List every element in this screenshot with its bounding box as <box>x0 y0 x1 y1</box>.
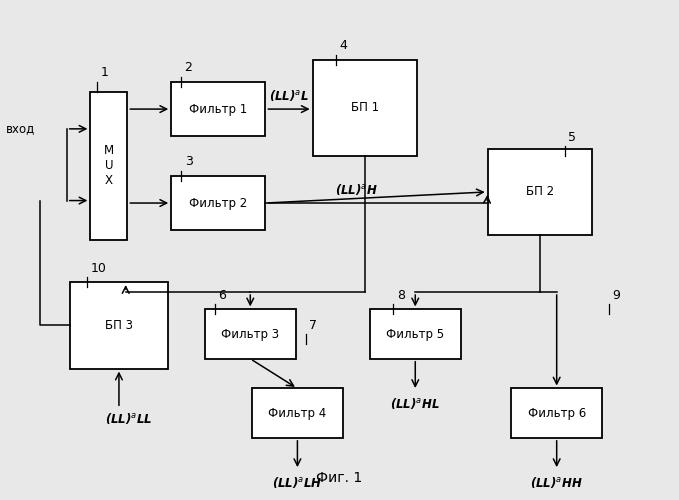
Text: M
U
X: M U X <box>104 144 114 188</box>
Text: 2: 2 <box>185 62 192 74</box>
Text: БП 2: БП 2 <box>526 186 554 198</box>
Text: Фильтр 3: Фильтр 3 <box>221 328 279 340</box>
FancyBboxPatch shape <box>370 310 461 359</box>
Text: (LL)$^a$L: (LL)$^a$L <box>269 88 309 102</box>
FancyBboxPatch shape <box>171 176 265 230</box>
Text: 1: 1 <box>100 66 109 80</box>
Text: вход: вход <box>6 122 35 136</box>
Text: Фиг. 1: Фиг. 1 <box>316 471 363 485</box>
Text: 3: 3 <box>185 156 192 168</box>
Text: 6: 6 <box>218 289 226 302</box>
Text: Фильтр 6: Фильтр 6 <box>528 406 586 420</box>
FancyBboxPatch shape <box>488 148 592 235</box>
FancyBboxPatch shape <box>511 388 602 438</box>
Text: БП 3: БП 3 <box>105 319 133 332</box>
Text: (LL)$^a$LL: (LL)$^a$LL <box>105 410 153 426</box>
Text: (LL)$^a$HL: (LL)$^a$HL <box>390 396 440 411</box>
Text: Фильтр 5: Фильтр 5 <box>386 328 444 340</box>
Text: Фильтр 2: Фильтр 2 <box>189 196 247 209</box>
Text: Фильтр 1: Фильтр 1 <box>189 102 247 116</box>
FancyBboxPatch shape <box>312 60 417 156</box>
Text: 7: 7 <box>309 318 317 332</box>
Text: (LL)$^a$HH: (LL)$^a$HH <box>530 475 583 490</box>
FancyBboxPatch shape <box>90 92 128 240</box>
Text: 8: 8 <box>397 289 405 302</box>
Text: (LL)$^a$LH: (LL)$^a$LH <box>272 475 323 490</box>
FancyBboxPatch shape <box>252 388 343 438</box>
Text: (LL)$^a$H: (LL)$^a$H <box>335 182 378 196</box>
Text: 4: 4 <box>340 39 348 52</box>
Text: 10: 10 <box>90 262 106 274</box>
FancyBboxPatch shape <box>70 282 168 368</box>
Text: Фильтр 4: Фильтр 4 <box>268 406 327 420</box>
FancyBboxPatch shape <box>171 82 265 136</box>
FancyBboxPatch shape <box>205 310 296 359</box>
Text: БП 1: БП 1 <box>350 102 379 114</box>
Text: 9: 9 <box>612 289 620 302</box>
Text: 5: 5 <box>568 130 576 143</box>
